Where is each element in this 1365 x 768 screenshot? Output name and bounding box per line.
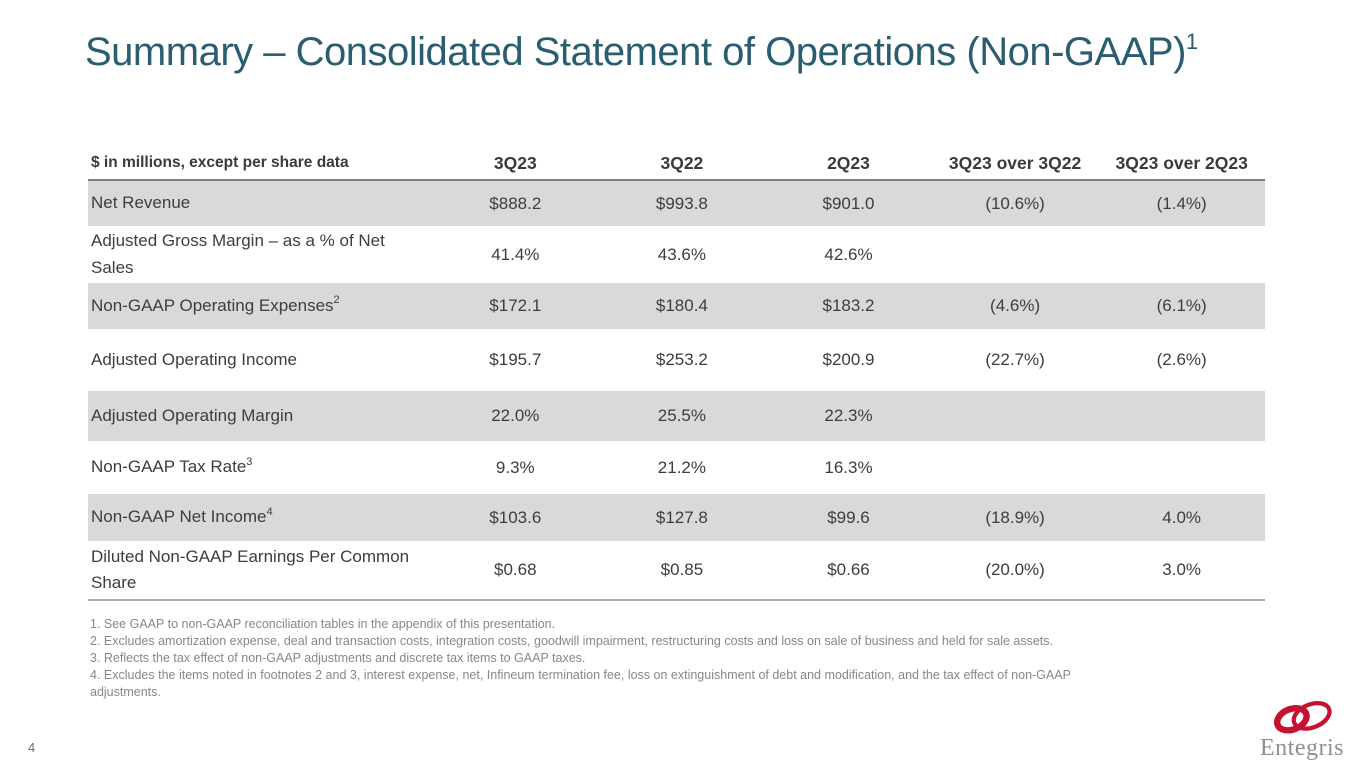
- cell-value: $99.6: [827, 507, 870, 527]
- cell-value: $901.0: [822, 193, 875, 213]
- footnote-2: 2. Excludes amortization expense, deal a…: [90, 634, 1054, 648]
- row-footnote-ref: 4: [266, 505, 273, 518]
- cell-value: 25.5%: [657, 406, 706, 425]
- cell-value: $195.7: [489, 350, 542, 369]
- cell-value: $183.2: [822, 296, 875, 315]
- row-footnote-ref: 3: [246, 455, 253, 468]
- slide-title-text: Summary – Consolidated Statement of Oper…: [85, 30, 1186, 74]
- row-label: Diluted Non-GAAP Earnings Per Common Sha…: [91, 546, 410, 592]
- cell-value: 41.4%: [491, 244, 540, 264]
- column-header-3q23-over-2q23: 3Q23 over 2Q23: [1115, 153, 1248, 173]
- cell-value: $103.6: [489, 507, 542, 527]
- cell-value: (1.4%): [1156, 193, 1207, 213]
- column-header-2q23: 2Q23: [827, 153, 870, 173]
- table-row: Adjusted Operating Margin 22.0% 25.5% 22…: [88, 391, 1265, 441]
- financial-table: $ in millions, except per share data 3Q2…: [88, 148, 1265, 601]
- cell-value: $0.68: [494, 560, 537, 579]
- cell-value: (22.7%): [985, 350, 1045, 369]
- cell-value: 43.6%: [657, 244, 706, 264]
- table-header-row: $ in millions, except per share data 3Q2…: [88, 148, 1265, 181]
- cell-value: 3.0%: [1162, 560, 1202, 579]
- table-row: Diluted Non-GAAP Earnings Per Common Sha…: [88, 541, 1265, 599]
- table-header-units-label: $ in millions, except per share data: [91, 154, 349, 172]
- row-footnote-ref: 2: [333, 294, 340, 307]
- footnote-1: 1. See GAAP to non-GAAP reconciliation t…: [90, 617, 556, 631]
- column-header-3q22: 3Q22: [660, 153, 704, 173]
- footnote-4: 4. Excludes the items noted in footnotes…: [90, 668, 1071, 699]
- row-label: Adjusted Operating Margin: [91, 405, 294, 425]
- cell-value: (18.9%): [985, 507, 1045, 527]
- row-label: Non-GAAP Tax Rate3: [91, 455, 253, 477]
- column-header-3q23: 3Q23: [493, 153, 537, 173]
- cell-value: $0.66: [827, 560, 870, 579]
- slide-title-footnote-ref: 1: [1185, 28, 1198, 54]
- footnotes: 1. See GAAP to non-GAAP reconciliation t…: [90, 616, 1135, 701]
- row-label: Non-GAAP Net Income4: [91, 505, 273, 527]
- cell-value: (20.0%): [985, 560, 1045, 579]
- cell-value: 22.0%: [491, 406, 540, 425]
- cell-value: (10.6%): [985, 193, 1045, 213]
- logo-rings-icon: [1273, 700, 1332, 734]
- table-row: Adjusted Gross Margin – as a % of Net Sa…: [88, 226, 1265, 283]
- row-label: Non-GAAP Operating Expenses2: [91, 294, 340, 315]
- cell-value: $993.8: [655, 193, 708, 213]
- cell-value: 9.3%: [495, 457, 535, 477]
- cell-value: 4.0%: [1162, 507, 1202, 527]
- cell-value: $180.4: [655, 296, 708, 315]
- cell-value: $888.2: [489, 193, 542, 213]
- entegris-logo: Entegris: [1257, 694, 1347, 760]
- table-row: Net Revenue $888.2 $993.8 $901.0 (10.6%)…: [88, 181, 1265, 226]
- cell-value: 42.6%: [824, 244, 873, 264]
- cell-value: $253.2: [655, 350, 708, 369]
- row-label: Net Revenue: [91, 193, 191, 213]
- logo-wordmark: Entegris: [1260, 735, 1344, 761]
- table-row: Non-GAAP Tax Rate3 9.3% 21.2% 16.3%: [88, 441, 1265, 494]
- cell-value: 22.3%: [824, 406, 873, 425]
- page-number: 4: [28, 740, 36, 755]
- cell-value: 21.2%: [657, 457, 706, 477]
- table-body: Net Revenue $888.2 $993.8 $901.0 (10.6%)…: [88, 181, 1265, 601]
- footnote-3: 3. Reflects the tax effect of non-GAAP a…: [90, 651, 586, 665]
- slide-title: Summary – Consolidated Statement of Oper…: [85, 30, 1198, 75]
- cell-value: $0.85: [660, 560, 704, 579]
- column-header-3q23-over-3q22: 3Q23 over 3Q22: [948, 153, 1082, 173]
- cell-value: (6.1%): [1156, 296, 1207, 315]
- table-row: Non-GAAP Net Income4 $103.6 $127.8 $99.6…: [88, 494, 1265, 541]
- cell-value: $200.9: [822, 350, 875, 369]
- table-row: Adjusted Operating Income $195.7 $253.2 …: [88, 329, 1265, 391]
- cell-value: (4.6%): [990, 296, 1041, 315]
- table-row: Non-GAAP Operating Expenses2 $172.1 $180…: [88, 283, 1265, 329]
- cell-value: $127.8: [655, 507, 708, 527]
- row-label: Adjusted Gross Margin – as a % of Net Sa…: [91, 231, 385, 277]
- cell-value: $172.1: [489, 296, 542, 315]
- cell-value: (2.6%): [1156, 350, 1207, 369]
- cell-value: 16.3%: [824, 457, 873, 477]
- row-label: Adjusted Operating Income: [91, 349, 298, 369]
